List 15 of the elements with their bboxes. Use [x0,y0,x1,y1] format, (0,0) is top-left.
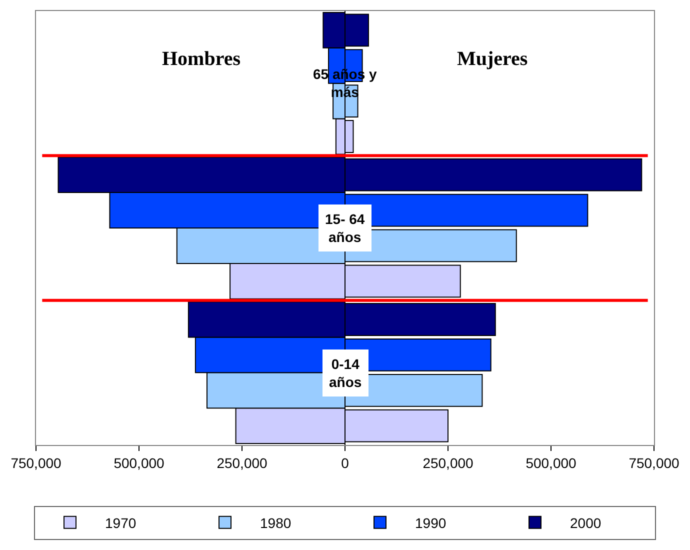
y-tick-label: 15- 64 años [325,211,365,246]
annotation: Mujeres [457,48,528,70]
x-tick-label: 250,000 [216,454,268,471]
legend-label: 2000 [570,514,602,531]
legend-label: 1980 [260,514,292,531]
x-tick-label: 0 [341,454,350,471]
legend-label: 1990 [415,514,446,531]
legend-label: 1970 [105,514,136,531]
x-tick-label: 500,000 [526,454,577,471]
x-tick-label: 250,000 [422,454,474,471]
x-tick-label: 750,000 [10,454,62,471]
x-tick-label: 500,000 [114,454,165,471]
y-tick-label: 0-14 años [329,356,362,390]
annotation: Hombres [162,48,241,70]
x-tick-label: 750,000 [628,454,680,471]
